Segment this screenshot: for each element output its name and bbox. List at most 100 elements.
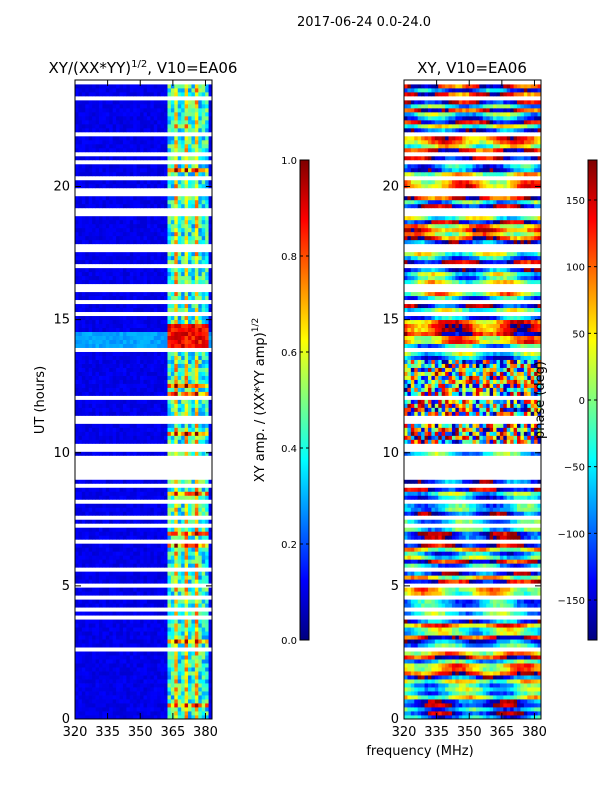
heatmap-cell bbox=[92, 699, 96, 703]
heatmap-cell bbox=[178, 407, 182, 411]
heatmap-cell bbox=[130, 531, 134, 535]
heatmap-cell bbox=[205, 344, 209, 348]
heatmap-cell bbox=[181, 324, 185, 328]
heatmap-cell bbox=[137, 224, 141, 228]
heatmap-cell bbox=[150, 216, 154, 220]
heatmap-cell bbox=[188, 376, 192, 380]
heatmap-cell bbox=[195, 368, 199, 372]
heatmap-cell bbox=[150, 627, 154, 631]
heatmap-cell bbox=[123, 256, 127, 260]
heatmap-cell bbox=[164, 571, 168, 575]
heatmap-cell bbox=[425, 707, 429, 711]
heatmap-cell bbox=[99, 108, 103, 112]
heatmap-cell bbox=[185, 384, 189, 388]
heatmap-cell bbox=[109, 260, 113, 264]
heatmap-cell bbox=[174, 204, 178, 208]
heatmap-cell bbox=[167, 587, 171, 591]
heatmap-cell bbox=[102, 372, 106, 376]
heatmap-cell bbox=[198, 699, 202, 703]
heatmap-cell bbox=[205, 631, 209, 635]
heatmap-cell bbox=[174, 360, 178, 364]
heatmap-cell bbox=[154, 360, 158, 364]
heatmap-cell bbox=[164, 304, 168, 308]
heatmap-cell bbox=[198, 228, 202, 232]
heatmap-cell bbox=[89, 184, 93, 188]
heatmap-cell bbox=[85, 108, 89, 112]
heatmap-cell bbox=[147, 631, 151, 635]
heatmap-cell bbox=[167, 411, 171, 415]
heatmap-cell bbox=[185, 651, 189, 655]
heatmap-cell bbox=[191, 228, 195, 232]
heatmap-cell bbox=[82, 603, 86, 607]
heatmap-cell bbox=[185, 599, 189, 603]
heatmap-cell bbox=[161, 507, 165, 511]
heatmap-cell bbox=[161, 659, 165, 663]
heatmap-cell bbox=[89, 332, 93, 336]
heatmap-cell bbox=[442, 707, 446, 711]
heatmap-cell bbox=[164, 140, 168, 144]
heatmap-cell bbox=[130, 104, 134, 108]
heatmap-cell bbox=[120, 180, 124, 184]
heatmap-cell bbox=[126, 571, 130, 575]
heatmap-cell bbox=[191, 579, 195, 583]
heatmap-cell bbox=[96, 527, 100, 531]
heatmap-cell bbox=[116, 655, 120, 659]
heatmap-cell bbox=[198, 116, 202, 120]
heatmap-cell bbox=[150, 392, 154, 396]
heatmap-cell bbox=[178, 575, 182, 579]
heatmap-cell bbox=[164, 547, 168, 551]
heatmap-cell bbox=[92, 388, 96, 392]
heatmap-cell bbox=[130, 320, 134, 324]
heatmap-cell bbox=[161, 667, 165, 671]
heatmap-cell bbox=[147, 92, 151, 96]
heatmap-cell bbox=[126, 487, 130, 491]
heatmap-cell bbox=[78, 535, 82, 539]
heatmap-cell bbox=[99, 659, 103, 663]
heatmap-cell bbox=[147, 328, 151, 332]
heatmap-cell bbox=[102, 352, 106, 356]
heatmap-cell bbox=[137, 128, 141, 132]
heatmap-cell bbox=[185, 611, 189, 615]
heatmap-cell bbox=[178, 563, 182, 567]
heatmap-cell bbox=[205, 707, 209, 711]
heatmap-cell bbox=[96, 136, 100, 140]
heatmap-cell bbox=[130, 663, 134, 667]
heatmap-cell bbox=[195, 547, 199, 551]
heatmap-cell bbox=[82, 695, 86, 699]
heatmap-cell bbox=[144, 180, 148, 184]
heatmap-cell bbox=[82, 411, 86, 415]
heatmap-cell bbox=[174, 344, 178, 348]
heatmap-cell bbox=[126, 156, 130, 160]
heatmap-cell bbox=[106, 535, 110, 539]
heatmap-cell bbox=[89, 547, 93, 551]
heatmap-cell bbox=[130, 631, 134, 635]
heatmap-cell bbox=[102, 511, 106, 515]
heatmap-cell bbox=[92, 232, 96, 236]
heatmap-cell bbox=[140, 104, 144, 108]
heatmap-cell bbox=[96, 495, 100, 499]
heatmap-cell bbox=[113, 136, 117, 140]
figure-suptitle: 2017-06-24 0.0-24.0 bbox=[297, 15, 431, 30]
heatmap-cell bbox=[78, 136, 82, 140]
heatmap-cell bbox=[99, 687, 103, 691]
heatmap-cell bbox=[154, 711, 158, 715]
flagged-row bbox=[75, 459, 212, 463]
heatmap-cell bbox=[126, 368, 130, 372]
heatmap-cell bbox=[99, 232, 103, 236]
heatmap-cell bbox=[133, 376, 137, 380]
heatmap-cell bbox=[178, 136, 182, 140]
heatmap-cell bbox=[92, 268, 96, 272]
heatmap-cell bbox=[140, 336, 144, 340]
heatmap-cell bbox=[126, 224, 130, 228]
heatmap-cell bbox=[85, 411, 89, 415]
heatmap-cell bbox=[147, 423, 151, 427]
heatmap-cell bbox=[137, 252, 141, 256]
heatmap-cell bbox=[181, 376, 185, 380]
heatmap-cell bbox=[99, 140, 103, 144]
heatmap-cell bbox=[99, 603, 103, 607]
heatmap-cell bbox=[144, 216, 148, 220]
heatmap-cell bbox=[140, 376, 144, 380]
heatmap-cell bbox=[147, 336, 151, 340]
heatmap-cell bbox=[191, 403, 195, 407]
heatmap-cell bbox=[82, 148, 86, 152]
